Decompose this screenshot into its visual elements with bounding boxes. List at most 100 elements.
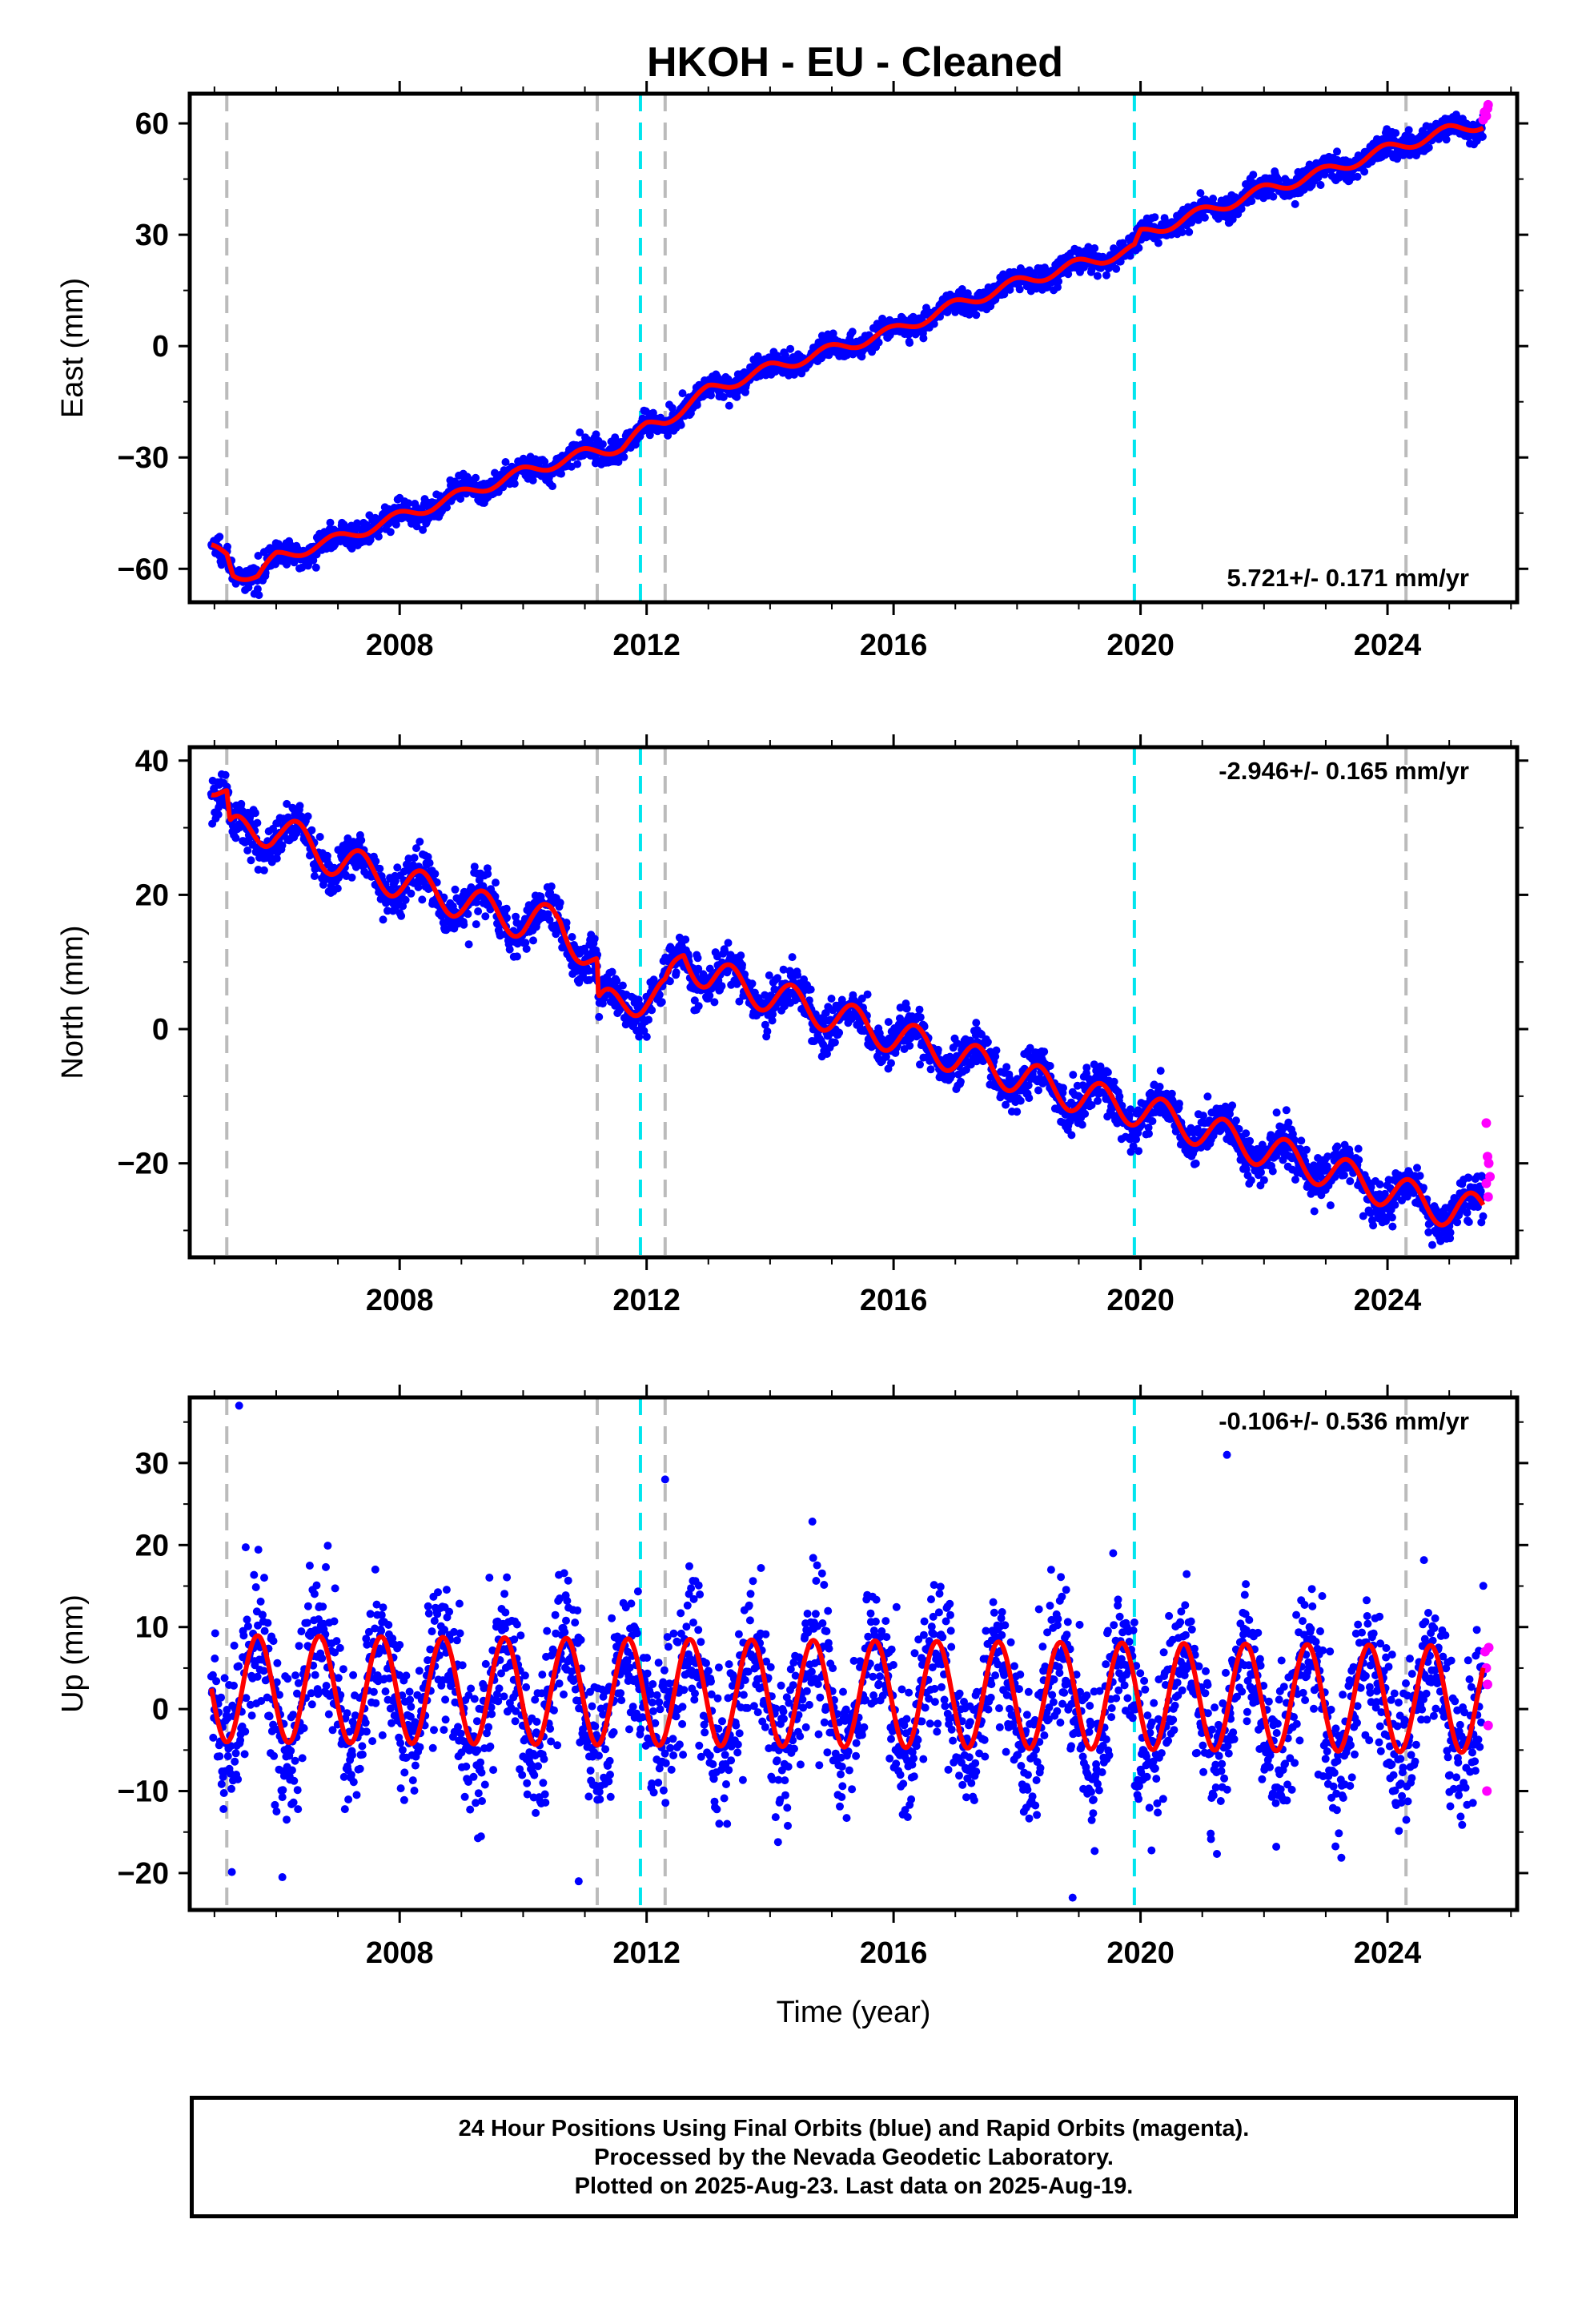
final-point (254, 866, 263, 874)
final-point (1391, 129, 1400, 138)
final-point (505, 945, 514, 954)
final-point (1155, 1083, 1164, 1091)
final-point (1297, 1136, 1306, 1145)
final-point (930, 320, 938, 328)
final-point (919, 334, 928, 343)
final-point (556, 899, 564, 907)
final-point (443, 503, 451, 512)
final-point (620, 452, 628, 461)
final-point (1310, 1207, 1319, 1216)
final-point (1257, 1168, 1265, 1176)
final-point (707, 391, 715, 400)
final-point (1156, 1067, 1165, 1076)
final-point (474, 907, 483, 915)
final-point (253, 585, 262, 593)
final-point (1200, 213, 1209, 222)
final-point (672, 968, 681, 977)
final-point (1150, 213, 1159, 222)
y-tick-label: −60 (118, 553, 169, 586)
final-point (311, 563, 320, 572)
final-point (510, 480, 519, 488)
final-point (677, 420, 685, 429)
final-point (223, 542, 231, 551)
final-point (916, 1060, 924, 1069)
final-point (271, 560, 279, 569)
final-point (592, 430, 600, 439)
final-point (645, 431, 654, 440)
final-point (540, 457, 549, 466)
final-point (1054, 277, 1063, 286)
final-point (1148, 1117, 1157, 1125)
x-tick-label: 2016 (860, 629, 928, 662)
final-point (464, 910, 472, 919)
final-point (464, 940, 473, 949)
final-point (1134, 1147, 1143, 1156)
final-point (401, 895, 410, 904)
final-point (215, 533, 224, 541)
final-point (1002, 1063, 1011, 1072)
final-point (309, 556, 318, 565)
final-point (835, 1028, 844, 1037)
final-point (1016, 1096, 1025, 1105)
final-point (1259, 1176, 1268, 1184)
final-point (303, 812, 312, 821)
final-point (648, 1006, 656, 1015)
final-point (1404, 126, 1413, 135)
final-point (547, 882, 556, 891)
final-point (347, 873, 356, 882)
plot-area-north (207, 747, 1496, 1257)
final-point (1175, 1100, 1183, 1108)
final-point (788, 953, 797, 962)
final-point (548, 482, 556, 491)
x-tick-label: 2024 (1354, 629, 1422, 662)
final-point (451, 885, 460, 894)
final-point (1228, 215, 1237, 223)
final-point (848, 328, 857, 336)
final-point (1178, 228, 1186, 236)
final-point (705, 964, 714, 973)
final-point (748, 979, 757, 988)
final-point (522, 944, 531, 953)
final-point (1090, 244, 1099, 252)
final-point (1237, 204, 1246, 213)
final-point (333, 884, 342, 893)
final-point (956, 1077, 965, 1086)
final-point (254, 552, 263, 560)
x-tick-label: 2008 (366, 629, 434, 662)
final-point (1196, 189, 1205, 198)
final-point (419, 525, 428, 534)
final-point (705, 991, 714, 1000)
final-point (347, 545, 356, 553)
final-point (1268, 1167, 1277, 1176)
final-point (1442, 135, 1451, 144)
final-point (1059, 1084, 1067, 1092)
final-point (379, 915, 387, 924)
rapid-point (1481, 111, 1492, 121)
final-point (472, 473, 480, 482)
plot-area-east (207, 94, 1493, 602)
final-point (1203, 1092, 1212, 1101)
final-point (481, 912, 490, 921)
final-point (1272, 1108, 1281, 1117)
final-point (418, 895, 427, 904)
final-point (1333, 147, 1341, 156)
final-point (717, 982, 726, 991)
final-point (1102, 271, 1110, 279)
final-point (1291, 1176, 1299, 1184)
final-point (397, 911, 406, 920)
final-point (1228, 1101, 1237, 1110)
final-point (681, 935, 690, 944)
x-tick-label: 2012 (612, 629, 681, 662)
final-point (416, 838, 424, 846)
final-point (391, 521, 400, 529)
final-point (1067, 1131, 1076, 1140)
final-point (905, 339, 914, 348)
final-point (710, 998, 719, 1007)
final-point (573, 460, 582, 468)
final-point (323, 851, 331, 860)
final-point (243, 846, 252, 854)
final-point (295, 802, 304, 810)
final-point (1040, 1047, 1049, 1056)
